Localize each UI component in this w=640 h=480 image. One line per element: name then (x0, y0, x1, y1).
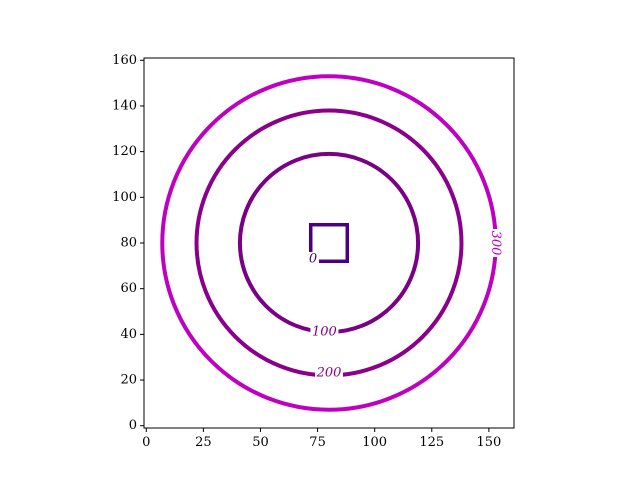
y-tick-label: 20 (120, 373, 137, 388)
x-tick-label: 75 (309, 435, 326, 450)
x-tick-label: 25 (195, 435, 212, 450)
contour-label-gap (310, 325, 339, 340)
y-tick-label: 80 (120, 236, 137, 251)
contour-labels: 0 100 200 300 (307, 229, 503, 381)
x-axis: 0 25 50 75 100 125 150 (142, 428, 501, 450)
y-tick-label: 60 (120, 281, 137, 296)
x-tick-label: 50 (252, 435, 269, 450)
contour-label-300: 300 (488, 231, 503, 256)
contour-label-gap (315, 366, 343, 381)
x-tick-label: 150 (476, 435, 501, 450)
contour-label-0: 0 (309, 251, 317, 266)
y-tick-label: 120 (112, 144, 137, 159)
y-tick-label: 100 (112, 190, 137, 205)
contour-level-0 (308, 222, 350, 264)
y-tick-label: 0 (129, 418, 137, 433)
contour-label-200: 200 (316, 366, 342, 381)
y-tick-label: 160 (112, 53, 137, 68)
x-tick-label: 0 (142, 435, 150, 450)
x-tick-label: 100 (362, 435, 387, 450)
y-tick-label: 140 (112, 98, 137, 113)
x-tick-label: 125 (419, 435, 444, 450)
contour-label-gap (307, 251, 320, 266)
contour-label-gap (488, 229, 503, 257)
y-tick-label: 40 (120, 327, 137, 342)
y-axis: 0 20 40 60 80 100 120 140 160 (112, 53, 144, 433)
contour-label-100: 100 (312, 325, 337, 340)
